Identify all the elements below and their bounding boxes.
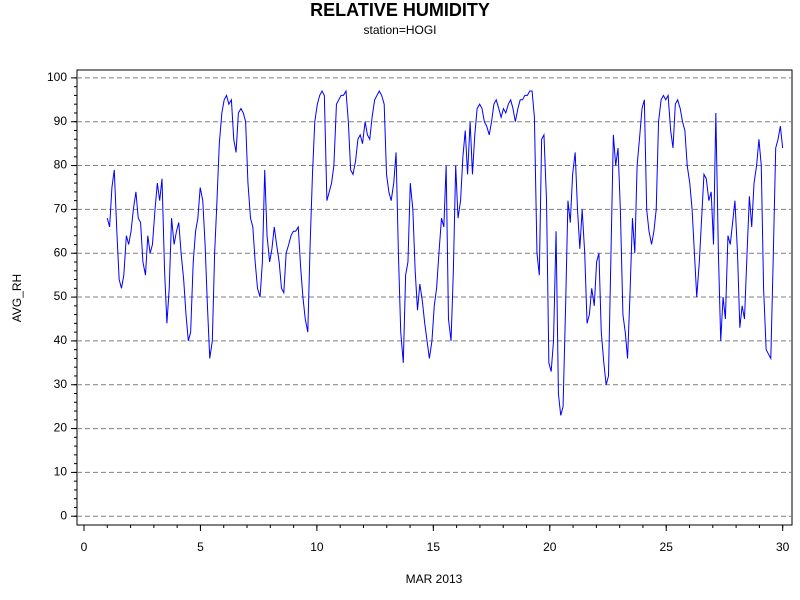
data-line [106,89,784,416]
y-tick-label: 10 [54,465,68,479]
y-tick-label: 40 [54,333,68,347]
y-tick-label: 30 [54,377,68,391]
x-tick-label: 10 [310,540,324,554]
chart-subtitle: station=HOGI [363,23,436,37]
y-tick-label: 80 [54,158,68,172]
x-tick-label: 30 [776,540,790,554]
y-tick-label: 60 [54,245,68,259]
x-tick-label: 20 [543,540,557,554]
x-tick-label: 0 [81,540,88,554]
y-tick-label: 50 [54,289,68,303]
x-tick-label: 25 [660,540,674,554]
y-tick-label: 0 [60,508,67,522]
y-tick-label: 20 [54,421,68,435]
y-tick-label: 90 [54,114,68,128]
y-tick-label: 100 [47,70,67,84]
y-axis-label: AVG_RH [10,274,24,322]
chart-title: RELATIVE HUMIDITY [310,0,490,20]
x-axis-label: MAR 2013 [406,572,463,586]
y-tick-label: 70 [54,202,68,216]
x-tick-label: 5 [197,540,204,554]
x-tick-label: 15 [427,540,441,554]
